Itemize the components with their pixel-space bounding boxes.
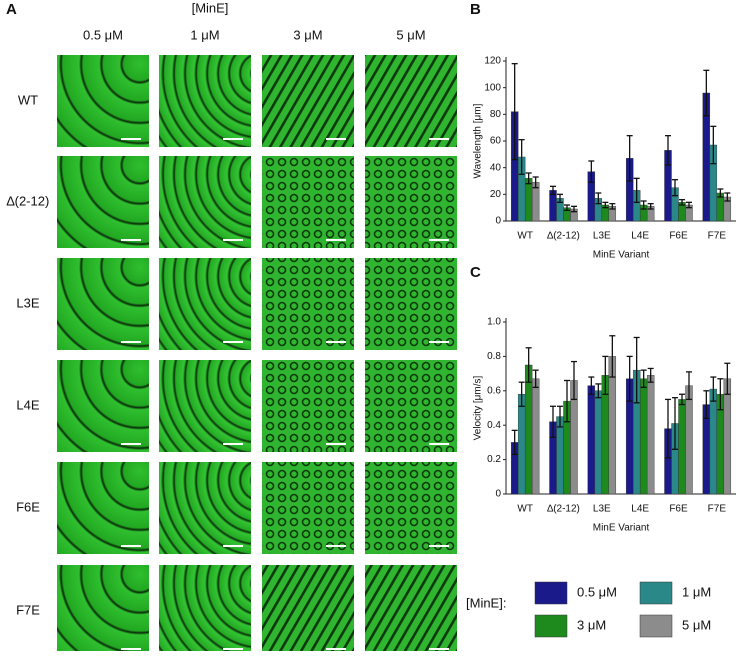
bar bbox=[678, 399, 686, 495]
bar bbox=[587, 385, 596, 495]
x-tick-label: WT bbox=[517, 231, 533, 242]
legend-title: [MinE]: bbox=[466, 595, 506, 610]
legend-swatch bbox=[534, 614, 568, 638]
microscopy-image bbox=[159, 55, 251, 147]
microscopy-image bbox=[159, 565, 251, 656]
x-tick-label: ∆(2-12) bbox=[547, 504, 580, 515]
y-tick-label: 0 bbox=[495, 216, 501, 227]
legend-label: 0.5 μM bbox=[577, 584, 617, 599]
charts: B Wavelength [μm] MinE Variant 0 20 40 60 80 100… bbox=[470, 1, 736, 534]
row-label: ∆(2-12) bbox=[7, 193, 50, 208]
microscopy-image bbox=[57, 360, 149, 452]
bar bbox=[723, 378, 732, 495]
legend-swatch bbox=[639, 581, 673, 605]
microscopy-image bbox=[57, 55, 149, 147]
microscopy-image bbox=[262, 258, 354, 350]
legend-swatch bbox=[534, 581, 568, 605]
row-label: F6E bbox=[16, 499, 40, 514]
y-tick-label: 0 bbox=[495, 489, 501, 500]
bar bbox=[639, 378, 648, 495]
microscopy-image bbox=[365, 462, 457, 554]
panel-label: A bbox=[6, 1, 17, 18]
x-tick-label: F6E bbox=[669, 231, 688, 242]
microscopy-image bbox=[159, 156, 251, 248]
microscopy-image bbox=[57, 258, 149, 350]
y-tick-label: 0.6 bbox=[487, 385, 501, 396]
microscopy-image bbox=[365, 258, 457, 350]
microscopy-image bbox=[159, 258, 251, 350]
y-tick-label: 80 bbox=[490, 109, 502, 120]
row-label: F7E bbox=[16, 602, 40, 617]
column-label: 5 μM bbox=[396, 27, 425, 42]
microscopy-image bbox=[262, 462, 354, 554]
x-tick-label: ∆(2-12) bbox=[547, 231, 580, 242]
microscopy-image bbox=[365, 156, 457, 248]
column-label: 0.5 μM bbox=[83, 27, 123, 42]
bar bbox=[646, 375, 655, 495]
row-label: L4E bbox=[16, 397, 39, 412]
microscopy-image bbox=[262, 360, 354, 452]
legend-swatch bbox=[639, 614, 673, 638]
y-tick-label: 1.0 bbox=[487, 317, 501, 328]
bar bbox=[517, 394, 526, 495]
legend-label: 1 μM bbox=[682, 584, 711, 599]
bar bbox=[524, 178, 533, 222]
legend-label: 5 μM bbox=[682, 617, 711, 632]
y-tick-label: 0.8 bbox=[487, 351, 501, 362]
x-tick-label: F6E bbox=[669, 504, 688, 515]
y-axis-title: Wavelength [μm] bbox=[473, 103, 484, 178]
y-tick-label: 0.2 bbox=[487, 454, 501, 465]
x-tick-label: F7E bbox=[708, 231, 727, 242]
row-label: L3E bbox=[16, 295, 39, 310]
x-tick-label: L4E bbox=[631, 231, 649, 242]
microscopy-image bbox=[365, 55, 457, 147]
panel-label: C bbox=[470, 264, 481, 281]
microscopy-image bbox=[262, 156, 354, 248]
column-header: [MinE] bbox=[192, 0, 229, 15]
y-tick-label: 40 bbox=[490, 162, 502, 173]
y-axis-title: Velocity [μm/s] bbox=[473, 375, 484, 440]
image-grid: 0.5 μM 1 μM 3 μM 5 μM WT ∆(2-12) L3E L4E F6E F7E bbox=[7, 27, 457, 656]
bar bbox=[594, 390, 603, 495]
x-tick-label: L3E bbox=[593, 504, 611, 515]
panel-label: B bbox=[470, 1, 481, 18]
y-tick-label: 20 bbox=[490, 189, 502, 200]
bar bbox=[709, 388, 718, 495]
row-label: WT bbox=[18, 92, 38, 107]
microscopy-image bbox=[159, 462, 251, 554]
x-axis-title: MinE Variant bbox=[593, 250, 650, 261]
microscopy-image bbox=[365, 360, 457, 452]
bar bbox=[531, 378, 540, 495]
legend-label: 3 μM bbox=[577, 617, 606, 632]
bar bbox=[524, 364, 533, 495]
microscopy-image bbox=[57, 565, 149, 656]
microscopy-image bbox=[57, 462, 149, 554]
y-tick-label: 0.4 bbox=[487, 420, 501, 431]
x-tick-label: WT bbox=[517, 504, 533, 515]
x-axis-title: MinE Variant bbox=[593, 523, 650, 534]
bar bbox=[556, 416, 564, 495]
microscopy-image bbox=[365, 565, 457, 656]
y-tick-label: 60 bbox=[490, 136, 502, 147]
microscopy-image bbox=[262, 55, 354, 147]
column-label: 3 μM bbox=[293, 27, 322, 42]
microscopy-image bbox=[262, 565, 354, 656]
x-tick-label: L3E bbox=[593, 231, 611, 242]
x-tick-label: L4E bbox=[631, 504, 649, 515]
bar bbox=[685, 385, 693, 495]
y-tick-label: 100 bbox=[484, 82, 501, 93]
legend: [MinE]: 0.5 μM 1 μM 3 μM 5 μM bbox=[466, 581, 711, 638]
column-label: 1 μM bbox=[190, 27, 219, 42]
microscopy-image bbox=[159, 360, 251, 452]
y-tick-label: 120 bbox=[484, 56, 501, 67]
x-tick-label: F7E bbox=[708, 504, 727, 515]
microscopy-image bbox=[57, 156, 149, 248]
